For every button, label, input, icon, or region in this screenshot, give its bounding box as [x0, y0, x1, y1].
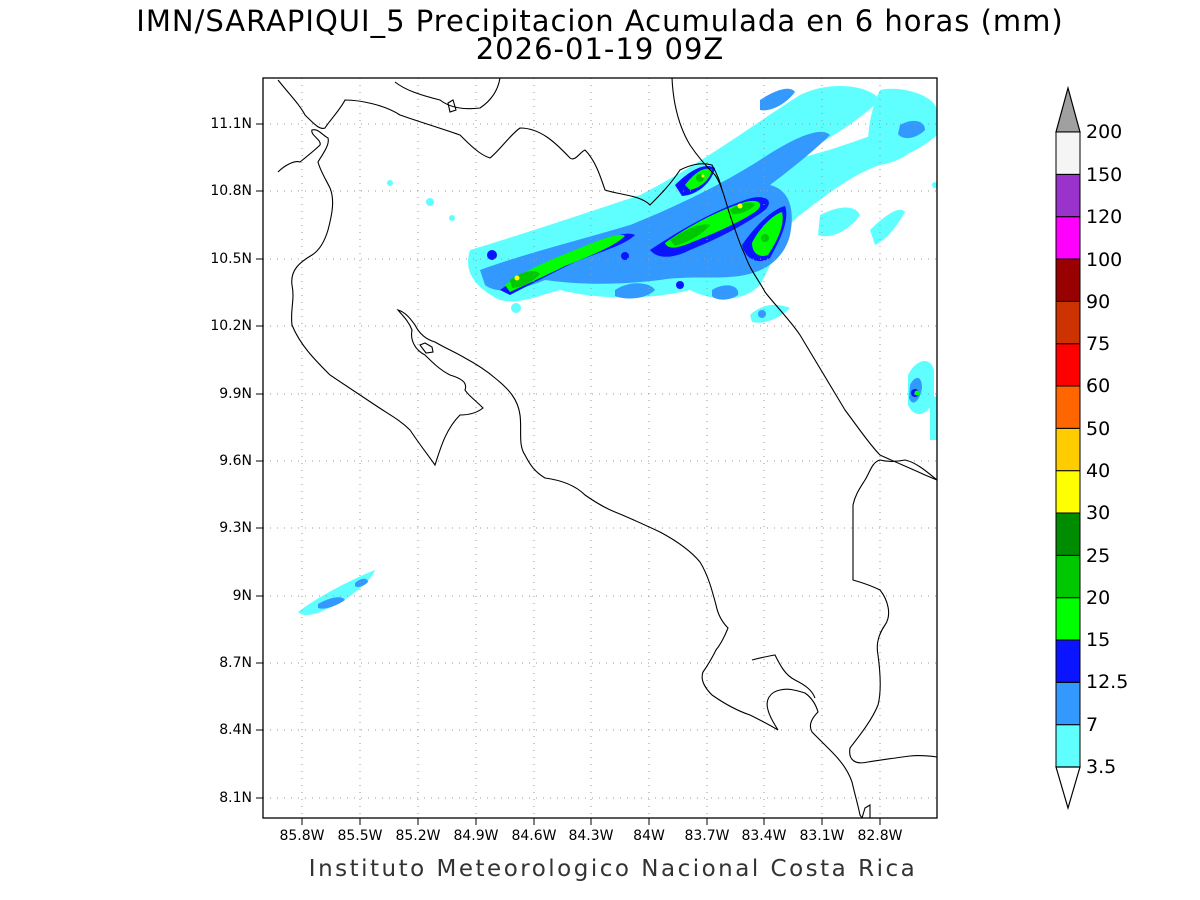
colorbar-swatch — [1055, 597, 1081, 641]
lat-label: 8.4N — [219, 722, 252, 738]
lat-label: 10.8N — [210, 183, 252, 199]
colorbar-swatch — [1055, 427, 1081, 472]
lon-label: 84W — [633, 828, 665, 844]
map-subtitle-datetime: 2026-01-19 09Z — [475, 32, 725, 66]
lon-label: 85.2W — [395, 828, 441, 844]
colorbar-swatch — [1055, 512, 1081, 556]
colorbar-swatch — [1055, 724, 1081, 768]
lon-label: 85.8W — [279, 828, 325, 844]
plot-frame — [262, 77, 938, 819]
colorbar-swatch — [1055, 470, 1081, 514]
lat-label: 8.7N — [219, 655, 252, 671]
lat-label: 9.6N — [219, 453, 252, 469]
rain-band-moderate — [898, 120, 925, 139]
colorbar — [1055, 85, 1081, 811]
colorbar-swatch — [1055, 385, 1081, 429]
rain-band-light — [818, 207, 860, 237]
rain-core-intense — [670, 224, 710, 246]
colorbar-swatch — [1055, 258, 1081, 302]
lat-label: 11.1N — [210, 116, 252, 132]
colorbar-label: 200 — [1086, 121, 1123, 143]
colorbar-label: 7 — [1086, 714, 1099, 736]
lon-label: 83.7W — [684, 828, 730, 844]
colorbar-label: 90 — [1086, 291, 1111, 313]
rain-band-moderate — [760, 88, 795, 111]
rain-spot-moderate — [318, 597, 345, 609]
lon-label: 84.3W — [568, 828, 614, 844]
lon-label: 83.1W — [799, 828, 845, 844]
colorbar-label: 75 — [1086, 333, 1111, 355]
colorbar-label: 20 — [1086, 587, 1111, 609]
lon-label: 82.8W — [857, 828, 903, 844]
rain-spot-light — [930, 395, 937, 440]
colorbar-swatch — [1055, 173, 1081, 218]
colorbar-top-arrow — [1055, 85, 1081, 133]
colorbar-label: 25 — [1086, 545, 1111, 567]
colorbar-label: 40 — [1086, 460, 1111, 482]
rain-band-light — [870, 209, 905, 245]
colorbar-label: 100 — [1086, 249, 1123, 271]
coastlines-and-borders — [277, 78, 937, 818]
colorbar-label: 120 — [1086, 206, 1123, 228]
colorbar-swatch — [1055, 639, 1081, 683]
colorbar-swatch — [1055, 343, 1081, 387]
colorbar-label: 30 — [1086, 502, 1111, 524]
colorbar-swatch — [1055, 131, 1081, 175]
rain-spot-moderate — [355, 578, 368, 587]
lat-label: 8.1N — [219, 790, 252, 806]
colorbar-label: 3.5 — [1086, 756, 1117, 778]
lat-label: 9.9N — [219, 386, 252, 402]
lat-label: 9.3N — [219, 520, 252, 536]
rain-core-very-heavy — [752, 212, 783, 256]
rain-core-intense — [510, 271, 540, 288]
colorbar-label: 150 — [1086, 164, 1123, 186]
lon-label: 84.9W — [453, 828, 499, 844]
colorbar-label: 15 — [1086, 629, 1111, 651]
colorbar-swatch — [1055, 681, 1081, 726]
precipitation-field — [298, 85, 937, 615]
colorbar-swatch — [1055, 554, 1081, 599]
rain-core-intense — [730, 202, 755, 215]
lat-label: 10.5N — [210, 251, 252, 267]
lon-label: 84.6W — [511, 828, 557, 844]
rain-band-moderate — [712, 285, 739, 300]
map-title: IMN/SARAPIQUI_5 Precipitacion Acumulada … — [136, 4, 1064, 38]
rain-band-moderate — [615, 283, 655, 299]
colorbar-swatch — [1055, 216, 1081, 260]
colorbar-label: 60 — [1086, 375, 1111, 397]
axis-ticks — [256, 123, 881, 825]
colorbar-bottom-arrow — [1055, 766, 1081, 811]
lon-label: 83.4W — [741, 828, 787, 844]
colorbar-label: 12.5 — [1086, 671, 1129, 693]
footer-credit: Instituto Meteorologico Nacional Costa R… — [308, 856, 918, 882]
colorbar-label: 50 — [1086, 418, 1111, 440]
graticule — [263, 78, 937, 818]
rain-spot-light — [298, 570, 375, 615]
lat-label: 10.2N — [210, 318, 252, 334]
lon-label: 85.5W — [337, 828, 383, 844]
colorbar-swatch — [1055, 300, 1081, 345]
lat-label: 9N — [232, 588, 252, 604]
